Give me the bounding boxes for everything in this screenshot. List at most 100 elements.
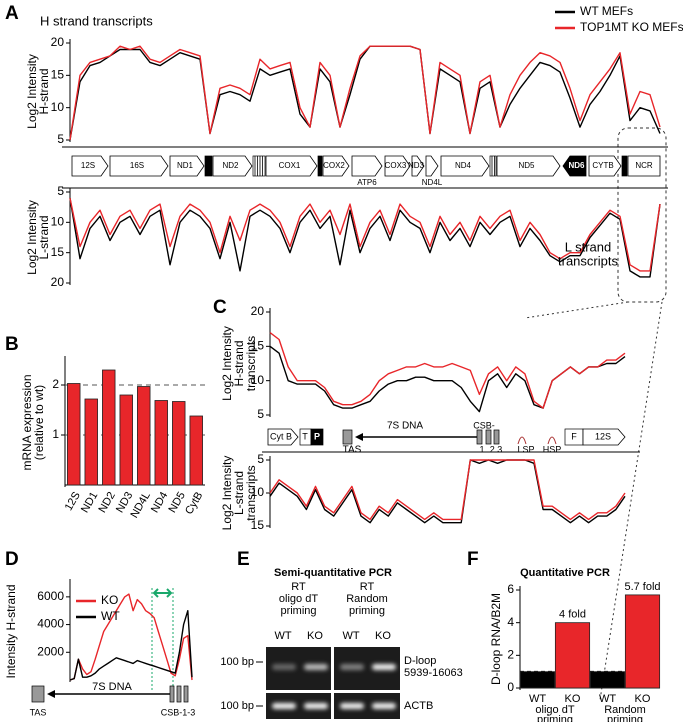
panel-letter: C	[213, 297, 227, 318]
value-label: 4 fold	[559, 609, 586, 621]
gene-shape	[212, 155, 253, 177]
lane-label: WT	[342, 630, 359, 642]
gene-label: ND2	[222, 161, 239, 170]
gene-shape	[71, 155, 109, 177]
y-tick-label: 15	[51, 245, 65, 259]
zoom-box	[617, 127, 667, 303]
gene-label: ND4	[455, 161, 472, 170]
y-axis-label: L-strand	[37, 215, 51, 259]
y-axis-label: transcripts	[244, 465, 258, 520]
gel-header: Random	[346, 593, 388, 605]
region-arrow	[152, 588, 159, 598]
y-axis-label: D-loop RNA/B2M	[489, 593, 503, 685]
y-tick-label: 1	[52, 427, 59, 441]
gene-shape	[582, 428, 626, 446]
series-line	[69, 45, 661, 141]
map-box	[489, 155, 497, 177]
gene-shape	[109, 155, 169, 177]
map-box	[31, 685, 45, 703]
gel-band	[272, 664, 296, 670]
gene-shape	[169, 155, 205, 177]
map-box	[317, 155, 323, 177]
gene-shape	[384, 155, 411, 177]
panel-letter: D	[5, 549, 19, 570]
gene-label: 16S	[130, 161, 144, 170]
y-tick-label: 2	[507, 648, 514, 662]
map-box	[252, 155, 266, 177]
y-tick-label: 6	[507, 582, 514, 596]
promoter	[547, 436, 557, 445]
band-label: ACTB	[404, 700, 433, 712]
y-axis-label: L-strand	[232, 471, 246, 515]
gene-shape	[562, 155, 587, 177]
annotation: transcripts	[558, 253, 618, 268]
gene-label: ND1	[177, 161, 194, 170]
y-tick-label: 20	[51, 275, 65, 289]
y-axis-label: Log2 Intensity	[25, 200, 39, 275]
map-box	[204, 155, 213, 177]
gene-label: ND4L	[422, 178, 443, 187]
gene-label: ND3	[408, 161, 425, 170]
y-tick-label: 20	[51, 35, 65, 49]
x-tick-label: WT	[599, 693, 616, 705]
lane-label: WT	[274, 630, 291, 642]
y-axis-label: (relative to wt)	[32, 385, 46, 460]
bar	[589, 671, 626, 689]
map-label: Cyt B	[270, 431, 292, 441]
bar	[624, 594, 661, 689]
gene-label: ND6	[568, 161, 585, 170]
series-line	[269, 459, 626, 524]
dloop-arrowhead	[355, 433, 363, 441]
map-label: 12S	[595, 431, 611, 441]
x-tick-label: KO	[635, 693, 651, 705]
x-tick-label: WT	[529, 693, 546, 705]
x-tick-label: KO	[565, 693, 581, 705]
bar	[189, 415, 203, 486]
gel-band	[340, 664, 364, 670]
map-label: CSB-1-3	[161, 707, 196, 717]
band-label: 5939-16063	[404, 667, 463, 679]
y-tick-label: 5	[257, 407, 264, 421]
size-marker: 100 bp	[220, 656, 254, 668]
gene-shape	[351, 155, 383, 177]
gel-header: priming	[280, 605, 316, 617]
y-axis-label: Log2 Intensity	[220, 326, 234, 401]
y-tick-label: 10	[51, 100, 65, 114]
size-marker: 100 bp	[220, 700, 254, 712]
y-tick-label: 2	[52, 377, 59, 391]
chart-title: H strand transcripts	[40, 13, 153, 28]
lane-label: KO	[375, 630, 391, 642]
panel-letter: A	[5, 3, 19, 24]
map-label: 2 3	[490, 444, 503, 454]
legend-label: KO	[101, 593, 118, 607]
dloop-arrowhead	[47, 690, 55, 698]
bar	[67, 383, 81, 486]
map-label: CSB-	[473, 420, 495, 430]
map-label: 1	[479, 444, 484, 454]
map-box	[342, 429, 353, 445]
gene-label: COX3	[385, 161, 407, 170]
legend-label: WT MEFs	[580, 4, 633, 18]
y-tick-label: 5	[57, 184, 64, 198]
group-label: priming	[607, 714, 643, 722]
gene-label: ND5	[518, 161, 535, 170]
gene-label: CYTB	[592, 161, 613, 170]
y-tick-label: 10	[51, 215, 65, 229]
map-box	[169, 685, 175, 703]
gene-shape	[496, 155, 561, 177]
zoom-connector	[599, 301, 663, 701]
y-tick-label: 15	[51, 68, 65, 82]
value-label: 5.7 fold	[624, 581, 660, 593]
series-line	[269, 459, 626, 521]
map-label: TAS	[30, 707, 47, 717]
bar	[102, 369, 116, 486]
y-axis-label: H-strand	[37, 68, 51, 114]
series-line	[269, 345, 626, 413]
y-axis-label: mRNA expression	[20, 374, 34, 470]
y-axis-label: Log2 Intensity	[25, 54, 39, 129]
map-label: T	[302, 431, 308, 441]
map-label: TAS	[343, 445, 362, 456]
panel-letter: E	[237, 549, 250, 570]
series-line	[269, 332, 626, 409]
map-label: HSP	[543, 444, 562, 454]
